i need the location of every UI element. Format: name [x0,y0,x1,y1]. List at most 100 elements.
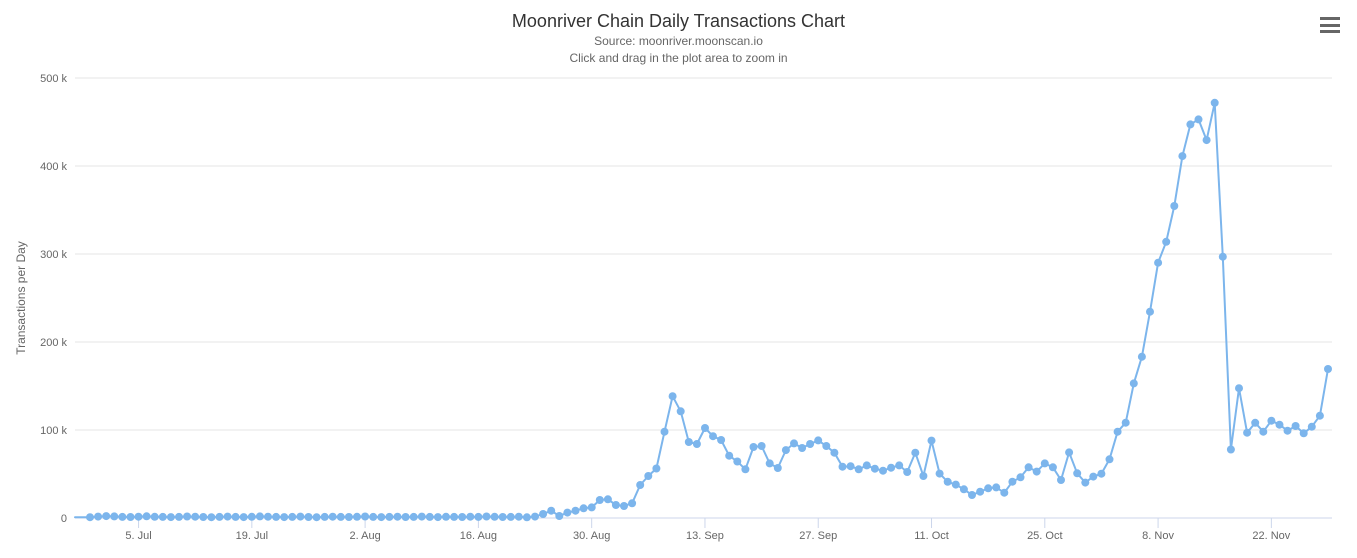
data-point[interactable] [870,464,879,473]
data-point[interactable] [976,487,985,496]
data-point[interactable] [628,499,637,508]
data-point[interactable] [1162,237,1171,246]
data-point[interactable] [725,451,734,460]
data-point[interactable] [1065,448,1074,457]
data-point[interactable] [1105,455,1114,464]
data-point[interactable] [806,440,815,448]
data-point[interactable] [215,512,224,521]
data-point[interactable] [522,513,531,522]
data-point[interactable] [255,512,264,521]
data-point[interactable] [1291,422,1300,430]
data-point[interactable] [353,512,361,521]
data-point[interactable] [539,510,548,518]
data-point[interactable] [595,496,604,504]
data-point[interactable] [951,480,960,489]
data-point[interactable] [425,512,434,521]
data-point[interactable] [482,512,491,521]
data-point[interactable] [409,512,418,521]
data-point[interactable] [798,444,807,452]
data-point[interactable] [199,513,208,521]
data-point[interactable] [1315,411,1324,420]
data-point[interactable] [506,512,515,521]
data-point[interactable] [247,512,256,521]
data-point[interactable] [717,436,726,444]
data-point[interactable] [1016,473,1025,482]
data-point[interactable] [142,512,151,521]
data-point[interactable] [903,468,912,476]
data-point[interactable] [757,442,766,450]
data-point[interactable] [312,513,321,522]
data-point[interactable] [166,513,175,522]
data-point[interactable] [1170,202,1179,210]
data-point[interactable] [879,466,887,475]
data-point[interactable] [765,459,774,468]
data-point[interactable] [668,392,677,401]
data-point[interactable] [1089,472,1098,481]
data-point[interactable] [1113,427,1122,436]
data-point[interactable] [959,485,968,494]
data-point[interactable] [814,436,823,445]
data-point[interactable] [927,436,936,445]
data-point[interactable] [684,438,693,446]
data-point[interactable] [442,512,450,521]
data-point[interactable] [1235,384,1243,393]
data-point[interactable] [393,512,402,521]
data-point[interactable] [264,512,272,521]
data-point[interactable] [773,464,782,472]
data-point[interactable] [733,457,742,466]
data-point[interactable] [1154,258,1163,267]
data-point[interactable] [563,508,572,517]
data-point[interactable] [984,484,993,493]
data-point[interactable] [968,491,976,499]
data-point[interactable] [547,506,556,515]
data-point[interactable] [183,512,192,521]
data-point[interactable] [1194,115,1203,124]
data-point[interactable] [1040,459,1049,468]
data-point[interactable] [676,407,685,416]
data-point[interactable] [126,513,135,521]
data-point[interactable] [1324,365,1332,373]
data-point[interactable] [741,465,750,474]
data-point[interactable] [555,512,564,520]
data-point[interactable] [935,469,944,478]
data-point[interactable] [296,512,305,521]
data-point[interactable] [150,512,159,521]
data-point[interactable] [1243,428,1252,437]
data-point[interactable] [854,465,863,474]
data-point[interactable] [1097,469,1106,478]
data-point[interactable] [790,439,798,448]
data-point[interactable] [466,512,475,521]
data-point[interactable] [514,512,523,521]
data-point[interactable] [102,512,111,521]
data-point[interactable] [1202,136,1211,145]
data-point[interactable] [158,512,167,521]
data-point[interactable] [611,501,620,509]
data-point[interactable] [1275,420,1284,429]
data-point[interactable] [1226,445,1235,454]
data-point[interactable] [336,512,345,521]
data-point[interactable] [1137,352,1146,361]
data-point[interactable] [280,513,289,522]
data-point[interactable] [377,513,386,522]
data-point[interactable] [1251,418,1260,427]
data-point[interactable] [620,502,628,510]
data-point[interactable] [175,512,183,521]
data-point[interactable] [709,432,717,441]
data-point[interactable] [304,513,313,521]
data-point[interactable] [288,512,297,521]
data-point[interactable] [1048,463,1057,472]
data-point[interactable] [239,513,248,522]
data-point[interactable] [644,472,653,480]
data-point[interactable] [887,463,896,472]
data-point[interactable] [862,461,871,470]
data-point[interactable] [838,462,847,471]
data-point[interactable] [1283,426,1292,435]
data-point[interactable] [1259,427,1268,436]
data-point[interactable] [118,512,127,521]
data-point[interactable] [943,477,952,486]
data-point[interactable] [1218,252,1227,261]
data-point[interactable] [498,513,507,521]
data-point[interactable] [231,512,240,521]
data-point[interactable] [571,506,580,515]
